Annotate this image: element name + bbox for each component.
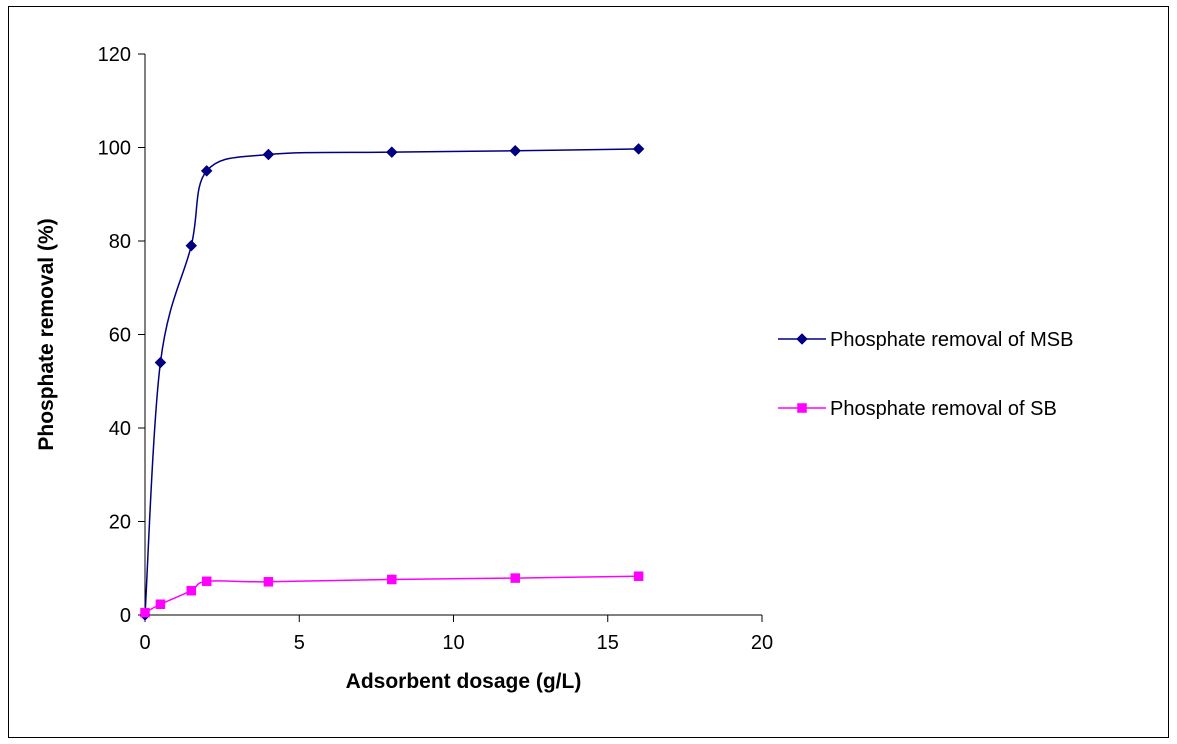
- series-sb: [140, 571, 644, 618]
- x-axis-title: Adsorbent dosage (g/L): [346, 670, 582, 693]
- data-point: [201, 576, 212, 587]
- data-point: [140, 607, 150, 618]
- x-tick-label: 15: [597, 632, 619, 654]
- y-axis-title: Phosphate removal (%): [35, 218, 58, 450]
- series-layer: [139, 143, 645, 621]
- y-tick-label: 120: [98, 44, 131, 66]
- legend-entry: Phosphate removal of SB: [778, 398, 1057, 420]
- legend-label: Phosphate removal of SB: [830, 398, 1057, 420]
- data-point: [200, 165, 213, 177]
- data-point: [510, 573, 520, 583]
- data-point: [387, 574, 397, 585]
- x-tick-label: 5: [294, 632, 305, 654]
- y-ticks: 0 20 40 60 80 100 120: [98, 44, 145, 627]
- data-point: [154, 356, 167, 369]
- data-point: [263, 577, 274, 587]
- data-point: [509, 144, 522, 157]
- data-point: [385, 146, 398, 159]
- legend-entry: Phosphate removal of MSB: [778, 329, 1073, 351]
- legend: Phosphate removal of MSB Phosphate remova…: [778, 329, 1073, 420]
- x-tick-label: 0: [139, 632, 150, 654]
- chart-frame: [8, 6, 1169, 738]
- x-tick-label: 20: [751, 632, 773, 654]
- y-tick-label: 80: [109, 231, 131, 253]
- data-point: [185, 239, 198, 252]
- y-tick-label: 0: [120, 605, 131, 627]
- x-tick-label: 10: [442, 632, 464, 654]
- data-point: [155, 599, 166, 609]
- y-tick-label: 100: [98, 138, 131, 160]
- series-msb: [139, 143, 645, 621]
- data-point: [186, 585, 197, 596]
- data-point: [633, 571, 644, 581]
- axes: [144, 54, 762, 616]
- data-point: [262, 148, 275, 161]
- data-point: [632, 143, 645, 155]
- y-tick-label: 40: [109, 418, 131, 440]
- y-tick-label: 20: [109, 512, 131, 534]
- y-tick-label: 60: [109, 325, 131, 347]
- legend-marker: [797, 403, 807, 413]
- x-ticks: 0 5 10 15 20: [139, 615, 773, 654]
- series-line: [144, 148, 639, 616]
- legend-label: Phosphate removal of MSB: [830, 329, 1073, 351]
- legend-marker: [796, 333, 808, 345]
